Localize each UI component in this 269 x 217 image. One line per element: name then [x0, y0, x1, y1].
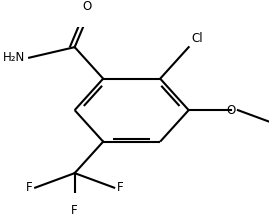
Text: F: F: [26, 181, 33, 194]
Text: F: F: [71, 204, 78, 217]
Text: O: O: [83, 0, 92, 13]
Text: O: O: [227, 104, 236, 117]
Text: H₂N: H₂N: [3, 51, 25, 64]
Text: F: F: [117, 181, 123, 194]
Text: Cl: Cl: [191, 33, 203, 46]
